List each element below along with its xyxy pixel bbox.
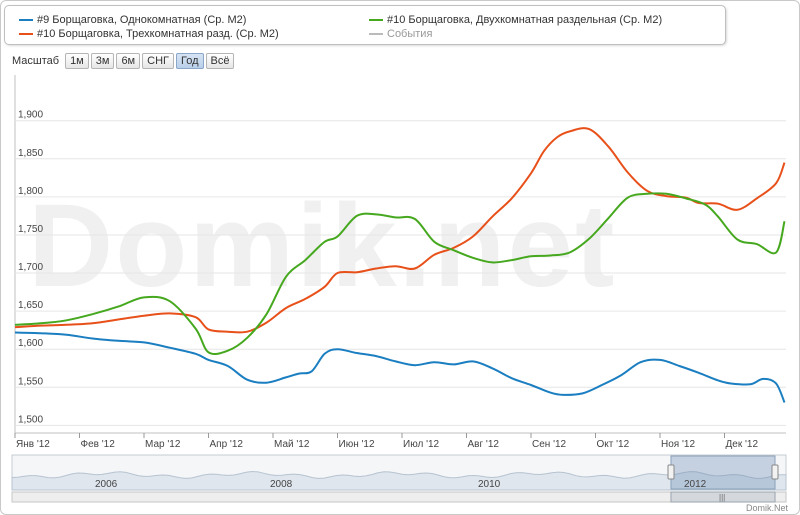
range-button-6m[interactable]: 6м: [116, 53, 141, 69]
series-line-3: [15, 192, 786, 356]
legend-item-series-1[interactable]: #9 Борщаговка, Однокомнатная (Ср. М2): [19, 14, 246, 26]
x-tick-label: Мар '12: [145, 439, 181, 450]
x-tick-label: Окт '12: [597, 439, 630, 450]
y-tick-label: 1,750: [18, 224, 43, 235]
x-tick-label: Фев '12: [81, 439, 116, 450]
navigator-year-label: 2008: [270, 479, 293, 490]
legend-swatch: [369, 19, 383, 21]
legend: #9 Борщаговка, Однокомнатная (Ср. М2) #1…: [4, 5, 726, 45]
legend-swatch: [369, 33, 383, 35]
navigator-handle-left: [667, 464, 675, 480]
x-tick-label: Авг '12: [468, 439, 500, 450]
y-tick-label: 1,900: [18, 110, 43, 121]
range-button-1m[interactable]: 1м: [65, 53, 89, 69]
navigator-series: [11, 470, 787, 491]
range-selector-label: Масштаб: [12, 55, 60, 67]
legend-label: #10 Борщаговка, Трехкомнатная разд. (Ср.…: [37, 28, 279, 40]
legend-swatch: [19, 33, 33, 35]
series-line-2: [15, 127, 786, 334]
navigator-year-label: 2006: [95, 479, 118, 490]
navigator-scrollbar-thumb: [670, 491, 776, 503]
legend-item-series-2[interactable]: #10 Борщаговка, Трехкомнатная разд. (Ср.…: [19, 28, 279, 40]
y-tick-label: 1,550: [18, 376, 43, 387]
legend-label: События: [387, 28, 433, 40]
legend-label: #9 Борщаговка, Однокомнатная (Ср. М2): [37, 14, 247, 26]
legend-item-events[interactable]: События: [369, 28, 432, 40]
x-tick-label: Май '12: [274, 439, 310, 450]
x-tick-label: Июл '12: [403, 439, 440, 450]
y-tick-label: 1,850: [18, 148, 43, 159]
navigator-handle-right: [771, 464, 779, 480]
range-button-ytd[interactable]: СНГ: [142, 53, 174, 69]
navigator-scrollbar-track: [11, 491, 787, 503]
range-selector: Масштаб 1м 3м 6м СНГ Год Всё: [12, 53, 236, 69]
range-button-year[interactable]: Год: [175, 53, 204, 69]
credit-link[interactable]: Domik.Net: [745, 503, 788, 513]
x-tick-label: Апр '12: [210, 439, 244, 450]
series-line-1: [15, 331, 786, 403]
y-tick-label: 1,650: [18, 300, 43, 311]
legend-item-series-3[interactable]: #10 Борщаговка, Двухкомнатная раздельная…: [369, 14, 662, 26]
range-button-3m[interactable]: 3м: [90, 53, 115, 69]
legend-swatch: [19, 19, 33, 21]
x-tick-label: Дек '12: [726, 439, 759, 450]
x-tick-label: Ноя '12: [661, 439, 695, 450]
legend-label: #10 Борщаговка, Двухкомнатная раздельная…: [387, 14, 663, 26]
y-tick-label: 1,800: [18, 186, 43, 197]
y-tick-label: 1,600: [18, 338, 43, 349]
x-tick-label: Сен '12: [532, 439, 567, 450]
scrollbar-grip-icon: |||: [719, 493, 725, 502]
range-button-all[interactable]: Всё: [205, 53, 235, 69]
x-tick-label: Июн '12: [339, 439, 375, 450]
y-tick-label: 1,500: [18, 414, 43, 425]
navigator-year-label: 2010: [478, 479, 501, 490]
y-tick-label: 1,700: [18, 262, 43, 273]
x-tick-label: Янв '12: [16, 439, 50, 450]
navigator-year-label: 2012: [684, 479, 707, 490]
